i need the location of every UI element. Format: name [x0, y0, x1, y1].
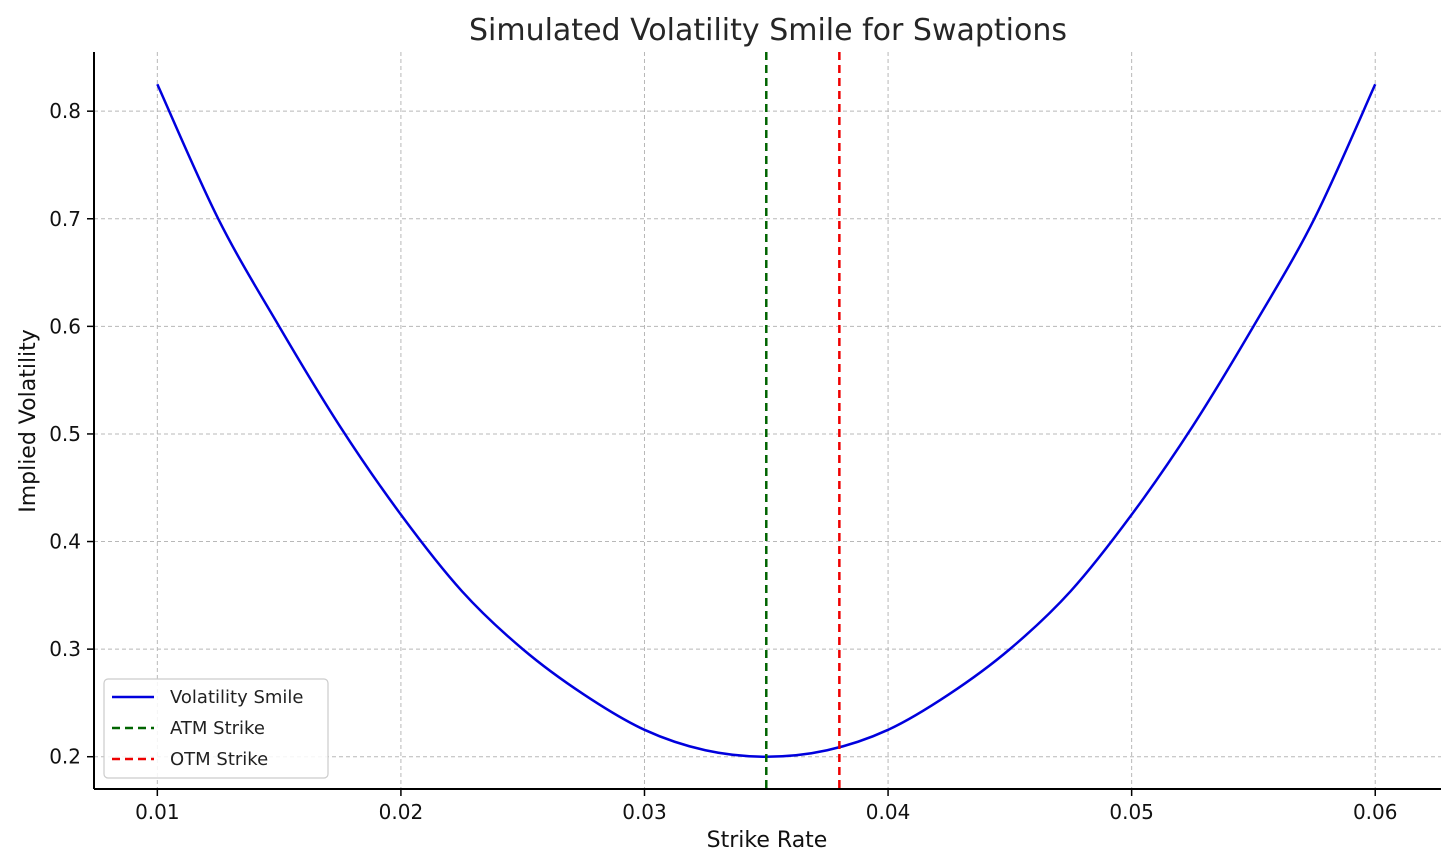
legend-label: OTM Strike — [170, 749, 268, 770]
x-tick-label: 0.04 — [866, 800, 911, 824]
y-tick-label: 0.2 — [49, 745, 81, 769]
ticks: 0.01 0.02 0.03 0.04 0.05 0.06 0.2 0.3 0.4 0.5 0.6 0… — [49, 99, 1397, 824]
y-tick-label: 0.8 — [49, 99, 81, 123]
y-tick-label: 0.4 — [49, 530, 81, 554]
legend: Volatility Smile ATM Strike OTM Strike — [103, 678, 329, 779]
chart-title: Simulated Volatility Smile for Swaptions — [469, 13, 1067, 48]
y-tick-label: 0.7 — [49, 207, 81, 231]
x-tick-label: 0.05 — [1109, 800, 1154, 824]
y-tick-label: 0.3 — [49, 637, 81, 661]
y-tick-label: 0.6 — [49, 314, 81, 338]
x-axis-label: Strike Rate — [707, 828, 828, 853]
x-tick-label: 0.02 — [379, 800, 424, 824]
axes — [93, 52, 1441, 790]
legend-label: Volatility Smile — [170, 687, 304, 708]
x-tick-label: 0.06 — [1353, 800, 1398, 824]
y-tick-label: 0.5 — [49, 422, 81, 446]
legend-box — [103, 678, 329, 779]
vertical-lines — [765, 52, 841, 789]
y-axis-label: Implied Volatility — [16, 329, 41, 513]
x-tick-label: 0.01 — [135, 800, 180, 824]
x-tick-label: 0.03 — [622, 800, 667, 824]
legend-label: ATM Strike — [170, 718, 265, 739]
